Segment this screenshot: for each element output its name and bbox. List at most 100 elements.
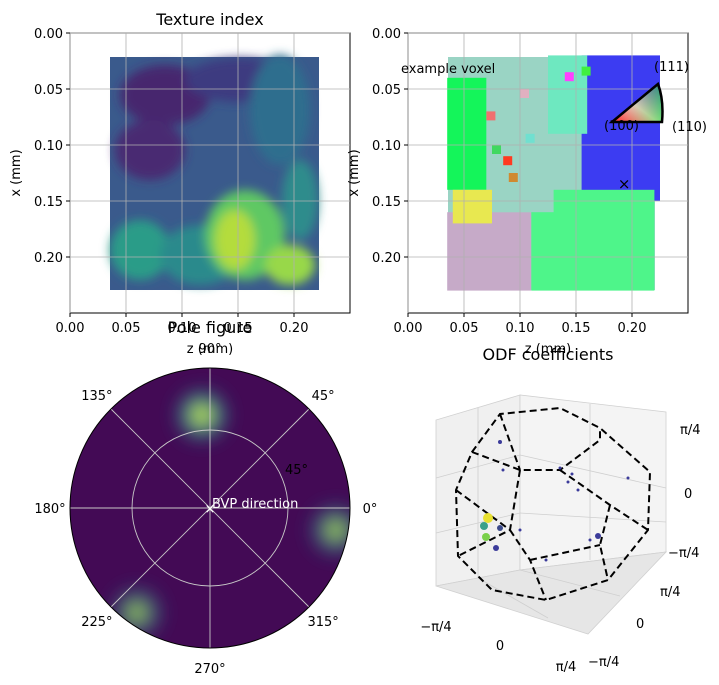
ipf-key-label-110: (110) bbox=[672, 120, 707, 135]
grain-6 bbox=[548, 55, 588, 134]
odf-point-4 bbox=[626, 476, 630, 480]
odf-title: ODF coefficients bbox=[483, 345, 614, 364]
ipf-map-panel: 0.00 0.05 0.10 0.15 0.20 0.00 0.05 0.10 0.15 0.20… bbox=[347, 27, 707, 357]
odf-point-2 bbox=[570, 472, 574, 476]
pole-figure-angle-label-2: 90° bbox=[198, 342, 221, 357]
pole-figure-angle-label-4: 180° bbox=[34, 502, 65, 517]
odf-fundamental-zone bbox=[454, 406, 652, 602]
ipf-key-label-100: (100) bbox=[604, 119, 639, 134]
odf-points bbox=[480, 440, 630, 562]
odf-y-tick-1: 0 bbox=[636, 617, 644, 632]
odf-x-tick-0: −π/4 bbox=[420, 620, 451, 635]
texture-index-panel: Texture index 0.00 0.05 0.10 0.15 0.200.000.… bbox=[9, 10, 351, 357]
texture-index-title: Texture index bbox=[155, 10, 263, 29]
texture-index-ytick-3: 0.15 bbox=[34, 195, 63, 210]
ipf-map-xtick-1: 0.05 bbox=[450, 321, 479, 336]
odf-point-5 bbox=[483, 513, 493, 523]
ipf-color-key: (111) (100) (110) bbox=[604, 60, 707, 135]
ipf-map-ytick-4: 0.20 bbox=[372, 251, 401, 266]
texture-index-ticks: 0.00 0.05 0.10 0.15 0.20 0.00 0.05 0.10 0.15 0.20 bbox=[34, 27, 308, 336]
odf-x-tick-1: 0 bbox=[496, 639, 504, 654]
pole-figure-angle-label-3: 135° bbox=[81, 389, 112, 404]
pole-figure-angle-label-7: 315° bbox=[307, 615, 338, 630]
ipf-map-ticks: 0.00 0.05 0.10 0.15 0.20 0.00 0.05 0.10 0.15 0.20 bbox=[372, 27, 646, 336]
odf-z-tick-2: −π/4 bbox=[668, 546, 699, 561]
pole-hotspot-peak-1 bbox=[328, 523, 343, 538]
odf-point-10 bbox=[544, 558, 548, 562]
ipf-map-xtick-4: 0.20 bbox=[618, 321, 647, 336]
grain-2 bbox=[447, 212, 532, 291]
ipf-map-xtick-3: 0.15 bbox=[562, 321, 591, 336]
pole-figure-title: Pole figure bbox=[168, 318, 253, 337]
odf-point-11 bbox=[595, 533, 601, 539]
odf-point-14 bbox=[566, 480, 570, 484]
odf-x-tick-2: π/4 bbox=[556, 660, 576, 675]
odf-point-9 bbox=[493, 545, 499, 551]
grain-5 bbox=[452, 189, 492, 224]
odf-y-tick-2: −π/4 bbox=[588, 655, 619, 670]
grain-speck-7 bbox=[581, 66, 591, 76]
ipf-map-xtick-2: 0.10 bbox=[506, 321, 535, 336]
odf-point-7 bbox=[497, 525, 503, 531]
odf-point-3 bbox=[576, 488, 580, 492]
odf-point-1 bbox=[558, 466, 562, 470]
ipf-map-ytick-2: 0.10 bbox=[372, 139, 401, 154]
pole-figure-angle-labels: 0° 45° 90° 135° 180° 225° 270° 315° bbox=[34, 342, 377, 677]
example-voxel-marker: × bbox=[618, 175, 631, 193]
pole-hotspot-peak-0 bbox=[194, 408, 209, 423]
grain-speck-5 bbox=[525, 133, 535, 143]
pole-figure-angle-label-6: 270° bbox=[194, 662, 225, 677]
ipf-map-ytick-1: 0.05 bbox=[372, 83, 401, 98]
pole-figure-panel: Pole figure 0° 45° 90° 135° 180° 225° 270° 315°… bbox=[34, 318, 377, 677]
pole-figure-angle-label-5: 225° bbox=[81, 615, 112, 630]
pole-figure-center-label: BVP direction bbox=[212, 497, 298, 512]
odf-point-0 bbox=[498, 440, 502, 444]
grain-speck-1 bbox=[503, 156, 513, 166]
pole-figure-radial-tick: 45° bbox=[285, 463, 308, 478]
odf-z-tick-1: 0 bbox=[684, 487, 692, 502]
grain-3 bbox=[447, 77, 487, 190]
texture-index-xtick-3: 0.15 bbox=[224, 321, 253, 336]
texture-index-ytick-2: 0.10 bbox=[34, 139, 63, 154]
pole-figure-center-marker: × bbox=[205, 502, 216, 517]
texture-index-grid bbox=[69, 32, 350, 313]
grain-0 bbox=[581, 55, 660, 202]
texture-index-xtick-1: 0.05 bbox=[112, 321, 141, 336]
pole-figure-frame bbox=[69, 367, 351, 649]
texture-index-ytick-1: 0.05 bbox=[34, 83, 63, 98]
texture-index-xlabel: z (mm) bbox=[187, 342, 233, 357]
odf-ticks: −π/4 0 π/4 π/4 0 −π/4 π/4 0 −π/4 bbox=[420, 423, 700, 675]
ipf-map-ytick-3: 0.15 bbox=[372, 195, 401, 210]
texture-index-xtick-0: 0.00 bbox=[56, 321, 85, 336]
pole-figure-grid bbox=[70, 368, 350, 648]
grain-speck-3 bbox=[492, 145, 501, 154]
odf-point-8 bbox=[482, 533, 490, 541]
pole-figure-angle-label-1: 45° bbox=[312, 389, 335, 404]
pole-figure-angle-label-0: 0° bbox=[363, 502, 378, 517]
odf-panel: ODF coefficients −π/4 0 π/4 bbox=[420, 345, 700, 675]
ipf-map bbox=[447, 55, 660, 291]
texture-index-ylabel: x (mm) bbox=[9, 149, 24, 196]
grain-speck-0 bbox=[486, 111, 496, 121]
pole-hotspot-peak-2 bbox=[129, 605, 144, 620]
odf-point-12 bbox=[588, 538, 592, 542]
ipf-map-grid bbox=[407, 32, 688, 313]
odf-point-13 bbox=[518, 528, 522, 532]
odf-y-tick-0: π/4 bbox=[660, 585, 680, 600]
texture-index-ytick-4: 0.20 bbox=[34, 251, 63, 266]
ipf-map-ytick-0: 0.00 bbox=[372, 27, 401, 42]
texture-index-map bbox=[110, 55, 319, 290]
ipf-key-label-111: (111) bbox=[654, 60, 689, 75]
odf-z-tick-0: π/4 bbox=[680, 423, 700, 438]
texture-index-ytick-0: 0.00 bbox=[34, 27, 63, 42]
ipf-map-xlabel: z (mm) bbox=[525, 342, 571, 357]
grain-speck-6 bbox=[564, 72, 574, 82]
texture-index-xtick-2: 0.10 bbox=[168, 321, 197, 336]
grain-speck-4 bbox=[520, 89, 529, 98]
odf-point-15 bbox=[501, 468, 505, 472]
texture-index-xtick-4: 0.20 bbox=[280, 321, 309, 336]
grain-speck-2 bbox=[508, 173, 518, 182]
ipf-map-ylabel: x (mm) bbox=[347, 149, 362, 196]
example-voxel-annotation: example voxel bbox=[401, 62, 495, 77]
